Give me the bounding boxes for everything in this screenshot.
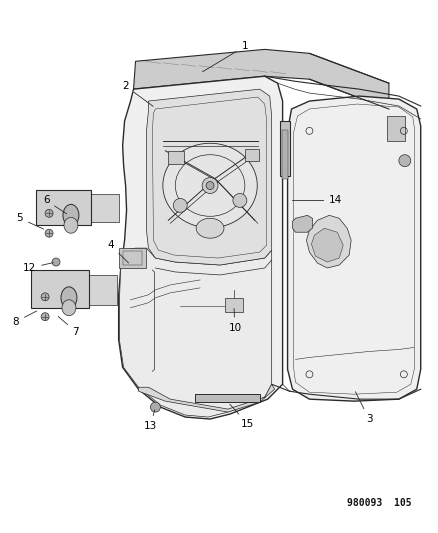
- Bar: [36, 190, 91, 225]
- Text: 3: 3: [355, 392, 371, 424]
- Polygon shape: [292, 215, 312, 232]
- Bar: [281, 130, 287, 179]
- Polygon shape: [120, 248, 271, 417]
- Ellipse shape: [63, 204, 79, 226]
- Text: 14: 14: [292, 196, 342, 205]
- Text: 7: 7: [58, 317, 79, 336]
- Text: 12: 12: [23, 263, 53, 273]
- Text: 980093  105: 980093 105: [346, 498, 410, 508]
- Text: 5: 5: [17, 213, 43, 229]
- Circle shape: [173, 198, 187, 212]
- Text: 10: 10: [228, 309, 241, 333]
- Text: 13: 13: [144, 410, 157, 431]
- Bar: [31, 270, 88, 308]
- Text: 2: 2: [122, 81, 153, 107]
- Polygon shape: [138, 384, 274, 412]
- Ellipse shape: [61, 287, 77, 309]
- Circle shape: [201, 177, 218, 193]
- Circle shape: [150, 402, 160, 412]
- Text: 8: 8: [13, 311, 37, 327]
- Polygon shape: [133, 50, 388, 109]
- Polygon shape: [311, 228, 343, 262]
- Bar: [279, 121, 289, 175]
- Text: 1: 1: [202, 42, 247, 72]
- Circle shape: [41, 313, 49, 321]
- Bar: [386, 116, 404, 141]
- Polygon shape: [118, 76, 282, 419]
- Polygon shape: [287, 96, 420, 401]
- Ellipse shape: [62, 300, 76, 316]
- Ellipse shape: [162, 143, 257, 228]
- Text: 6: 6: [42, 196, 67, 214]
- Circle shape: [45, 209, 53, 217]
- Bar: [122, 251, 142, 265]
- Bar: [195, 394, 259, 402]
- Bar: [244, 149, 258, 160]
- Bar: [168, 151, 184, 164]
- Ellipse shape: [64, 217, 78, 233]
- Polygon shape: [146, 89, 271, 265]
- Bar: [224, 298, 242, 312]
- Polygon shape: [306, 215, 350, 268]
- Circle shape: [41, 293, 49, 301]
- Bar: [79, 195, 118, 222]
- Circle shape: [45, 229, 53, 237]
- Circle shape: [398, 155, 410, 167]
- Bar: [118, 248, 146, 268]
- Circle shape: [52, 258, 60, 266]
- Text: 4: 4: [107, 240, 128, 263]
- Bar: [77, 275, 117, 305]
- Ellipse shape: [196, 219, 223, 238]
- Text: 15: 15: [229, 404, 254, 429]
- Circle shape: [233, 193, 246, 207]
- Circle shape: [205, 182, 214, 190]
